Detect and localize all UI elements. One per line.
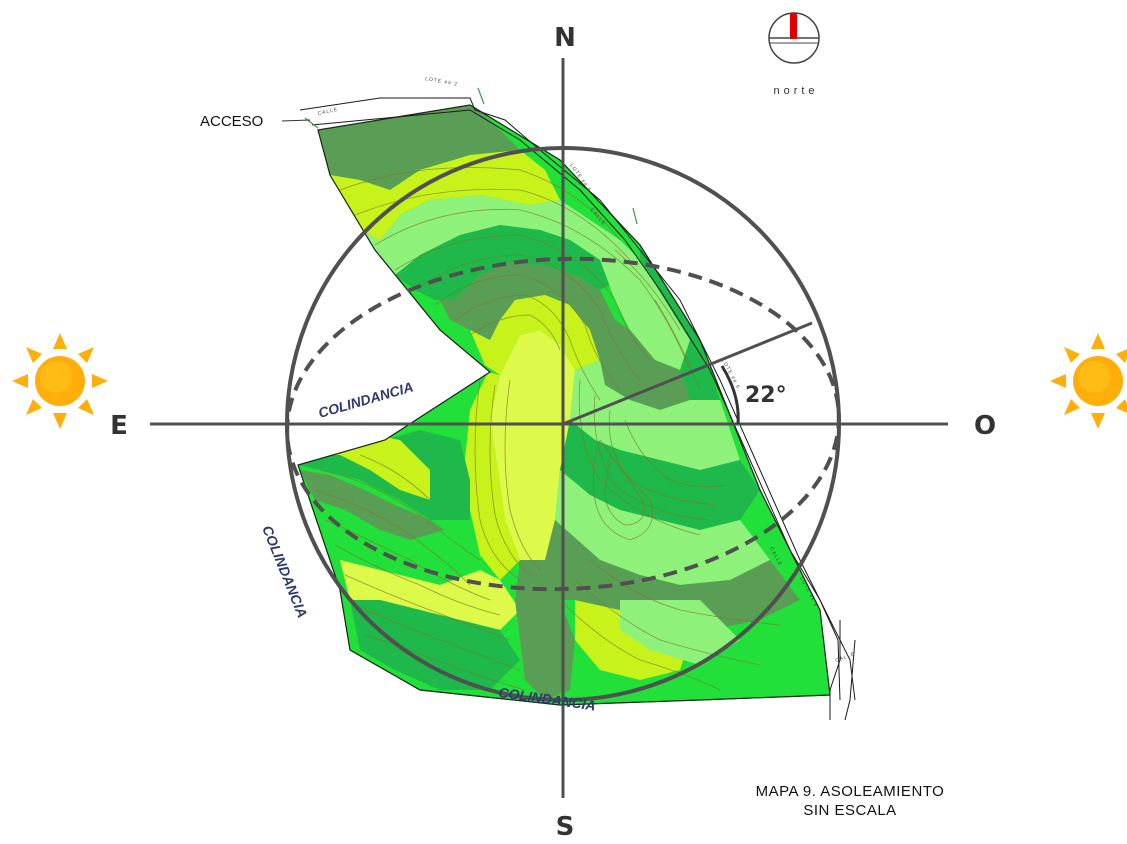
west-label: O (974, 411, 996, 441)
access-label: ACCESO (200, 113, 263, 130)
streets (299, 97, 856, 721)
sun-icon (12, 333, 108, 429)
south-label: S (556, 812, 575, 842)
sun-icon (1050, 333, 1127, 429)
east-label: E (110, 411, 128, 441)
map-caption: MAPA 9. ASOLEAMIENTO SIN ESCALA (700, 782, 1000, 820)
boundary-label-southwest: COLINDANCIA (259, 523, 311, 620)
north-arrow-icon (768, 12, 820, 64)
angle-label: 22° (745, 383, 787, 408)
map-caption-scale: SIN ESCALA (803, 802, 897, 819)
north-symbol-label: norte (773, 85, 818, 97)
boundary-label-east: COLINDANCIA (316, 378, 415, 420)
access-pointer (281, 119, 311, 122)
street-label: CALLE (317, 107, 339, 117)
north-label: N (554, 23, 576, 53)
lot-label: LOTE ## 2 (425, 76, 459, 88)
map-caption-title: MAPA 9. ASOLEAMIENTO (755, 783, 945, 800)
compass-axes (150, 58, 948, 798)
